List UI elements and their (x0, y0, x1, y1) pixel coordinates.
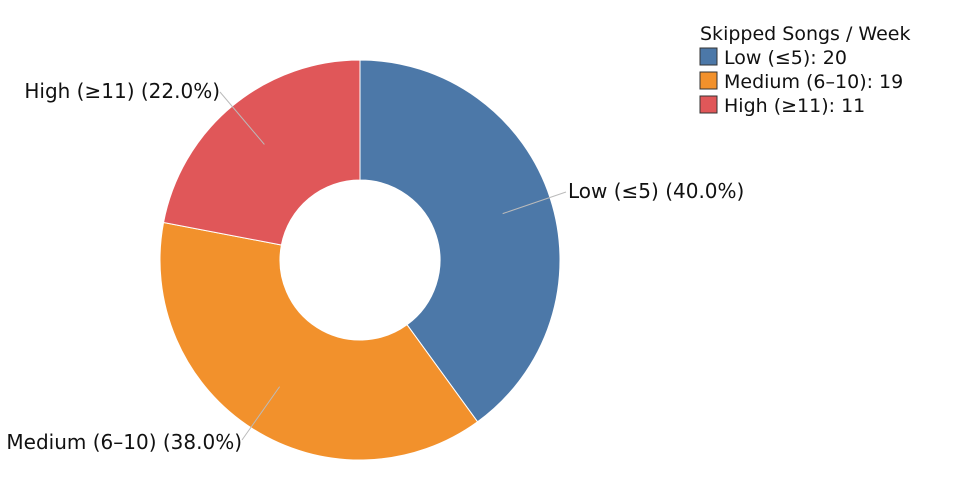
slice-high (162, 59, 361, 246)
legend-swatch-low (699, 47, 718, 66)
legend-entry-low: Low (≤5): 20 (724, 47, 847, 69)
slice-label-medium: Medium (6–10) (38.0%) (6, 430, 242, 454)
slice-label-high: High (≥11) (22.0%) (24, 79, 220, 103)
slice-labels-layer: Low (≤5) (40.0%) Medium (6–10) (38.0%) H… (6, 79, 744, 454)
legend-title: Skipped Songs / Week (700, 23, 910, 45)
legend-swatch-high (699, 95, 718, 114)
legend-entry-medium: Medium (6–10): 19 (724, 71, 903, 93)
leader-lines-layer (219, 91, 567, 441)
legend: Skipped Songs / Week Low (≤5): 20 Medium… (699, 23, 910, 117)
legend-swatch-medium (699, 71, 718, 90)
leader-line-medium (241, 386, 281, 441)
slices-layer (159, 59, 561, 461)
slice-low (359, 59, 561, 423)
legend-entry-high: High (≥11): 11 (724, 95, 865, 117)
leader-line-low (502, 191, 567, 215)
leader-line-high (219, 91, 265, 145)
slice-medium (159, 221, 479, 461)
slice-label-low: Low (≤5) (40.0%) (568, 179, 744, 203)
